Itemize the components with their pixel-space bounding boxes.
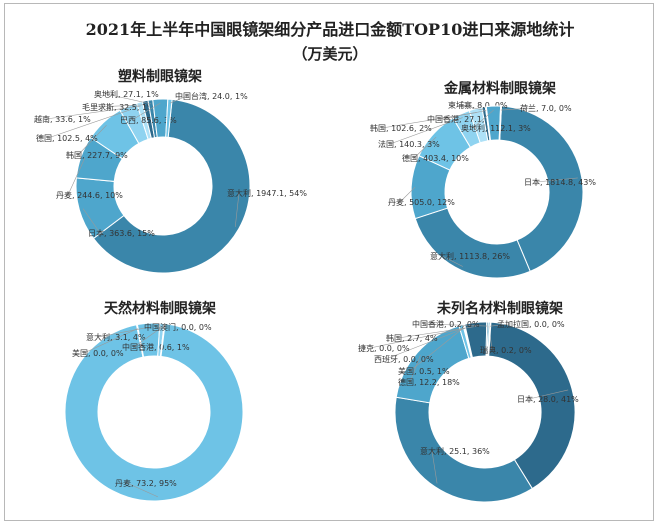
chart-title-other: 未列名材料制眼镜架 [437, 301, 563, 317]
slice-label-美国: 美国, 0.0, 0% [72, 348, 124, 358]
slice-label-瑞典: 瑞典, 0.2, 0% [480, 345, 532, 355]
leader-line-巴西 [131, 102, 161, 121]
slice-中国台湾 [165, 98, 173, 138]
leader-line-丹麦 [399, 186, 416, 203]
leader-line-中国香港 [133, 327, 162, 348]
leader-line-德国 [409, 355, 421, 383]
slice-意大利 [394, 396, 533, 503]
leader-line-意大利 [441, 255, 463, 267]
leader-line-荷兰 [500, 107, 533, 111]
leader-line-中国台湾 [169, 95, 188, 104]
donut-group-3: 日本, 28.0, 41% 意大利, 25.1, 36% 德国, 12.2, 18%… [358, 319, 579, 503]
slice-label-奥地利: 奥地利, 27.1, 1% [94, 89, 159, 99]
leader-line-中国澳门 [155, 326, 165, 328]
leader-line-日本 [535, 177, 578, 183]
leader-line-中国香港 [423, 323, 488, 327]
slice-label-意大利: 意大利, 1113.8, 26% [430, 251, 510, 261]
slice-label-孟加拉国: 孟加拉国, 0.0, 0% [497, 319, 565, 329]
leader-line-毛里求斯 [93, 104, 146, 108]
slice-label-中国香港: 中国香港, 0.6, 1% [122, 342, 190, 352]
leader-line-日本 [82, 208, 101, 234]
leader-line-美国 [83, 328, 138, 354]
leader-line-德国 [47, 109, 130, 139]
slice-label-毛里求斯: 毛里求斯, 32.5, 1% [82, 102, 155, 112]
slice-label-意大利: 意大利, 3.1, 4% [86, 332, 146, 342]
leader-line-美国 [409, 328, 463, 372]
chart-frame [4, 3, 654, 521]
slice-label-日本: 日本, 28.0, 41% [517, 394, 579, 404]
slice-label-捷克: 捷克, 0.0, 0% [358, 343, 410, 353]
main-title-unit: （万美元） [292, 45, 368, 63]
slice-label-奥地利: 奥地利, 112.1, 3% [461, 123, 531, 133]
leader-line-越南 [45, 105, 141, 120]
slice-label-韩国: 韩国, 2.7, 4% [386, 333, 438, 343]
slice-中国澳门 [159, 323, 166, 358]
slice-label-德国: 德国, 403.4, 10% [402, 153, 469, 163]
leader-line-丹麦 [67, 158, 86, 196]
slice-丹麦 [64, 322, 244, 502]
leader-line-捷克 [369, 328, 466, 349]
leader-line-西班牙 [385, 328, 465, 360]
slice-label-西班牙: 西班牙, 0.0, 0% [374, 354, 434, 364]
slice-label-意大利: 意大利, 1947.1, 54% [227, 188, 307, 198]
leader-line-意大利 [97, 326, 149, 338]
slice-label-韩国: 韩国, 227.7, 9% [66, 150, 128, 160]
leader-line-柬埔寨 [459, 104, 487, 111]
slice-label-中国台湾: 中国台湾, 24.0, 1% [175, 91, 248, 101]
slice-意大利 [414, 207, 531, 279]
leader-line-奥地利 [472, 109, 494, 129]
leader-line-韩国 [397, 326, 477, 339]
slice-label-德国: 德国, 12.2, 18% [398, 377, 460, 387]
slice-label-中国澳门: 中国澳门, 0.0, 0% [144, 322, 212, 332]
leader-line-奥地利 [105, 93, 152, 105]
donut-group-2: 丹麦, 73.2, 95% 美国, 0.0, 0% 意大利, 3.1, 4%中国香港… [64, 322, 244, 502]
slice-label-巴西: 巴西, 85.6, 3% [120, 116, 177, 125]
leader-line-法国 [389, 117, 463, 145]
leader-line-意大利 [431, 450, 438, 484]
slice-label-中国香港: 中国香港, 27.1, 1% [427, 114, 500, 124]
slice-日本 [486, 321, 576, 490]
leader-line-韩国 [77, 124, 107, 156]
slice-label-德国: 德国, 102.5, 4% [36, 133, 98, 143]
slice-label-柬埔寨: 柬埔寨, 8.0, 0% [448, 100, 508, 110]
chart-title-metal: 金属材料制眼镜架 [444, 81, 556, 97]
slice-label-韩国: 韩国, 102.6, 2% [370, 123, 432, 133]
slice-label-日本: 日本, 363.6, 15% [88, 228, 155, 238]
slice-label-美国: 美国, 0.5, 1% [398, 366, 450, 376]
chart-title-plastic: 塑料制眼镜架 [118, 69, 202, 85]
slice-label-荷兰: 荷兰, 7.0, 0% [520, 103, 572, 113]
slice-label-中国香港: 中国香港, 0.2, 0% [412, 319, 480, 329]
leader-line-日本 [528, 389, 569, 400]
slice-意大利 [92, 98, 251, 274]
slice-label-丹麦: 丹麦, 73.2, 95% [115, 478, 177, 488]
slice-荷兰 [498, 105, 503, 141]
leader-line-意大利 [234, 192, 240, 227]
leader-line-中国香港 [438, 110, 485, 120]
main-title: 2021年上半年中国眼镜架细分产品进口金额TOP10进口来源地统计 [85, 20, 575, 39]
chart-title-natural: 天然材料制眼镜架 [104, 301, 216, 317]
slice-label-丹麦: 丹麦, 505.0, 12% [388, 197, 455, 207]
slice-日本 [499, 105, 584, 272]
slice-label-越南: 越南, 33.6, 1% [34, 114, 91, 124]
slice-label-法国: 法国, 140.3, 3% [378, 139, 440, 149]
leader-line-孟加拉国 [490, 323, 510, 327]
donut-group-1: 日本, 1814.8, 43% 意大利, 1113.8, 26% 丹麦, 505.0… [370, 100, 596, 279]
slice-label-日本: 日本, 1814.8, 43% [524, 177, 596, 187]
slice-label-丹麦: 丹麦, 244.6, 10% [56, 190, 123, 200]
leader-line-德国 [413, 136, 437, 159]
slice-label-意大利: 意大利, 25.1, 36% [420, 446, 490, 456]
slice-孟加拉国 [487, 321, 492, 357]
leader-line-丹麦 [126, 482, 159, 498]
donut-group-0: 意大利, 1947.1, 54% 日本, 363.6, 15% 丹麦, 244.6,… [34, 89, 307, 274]
